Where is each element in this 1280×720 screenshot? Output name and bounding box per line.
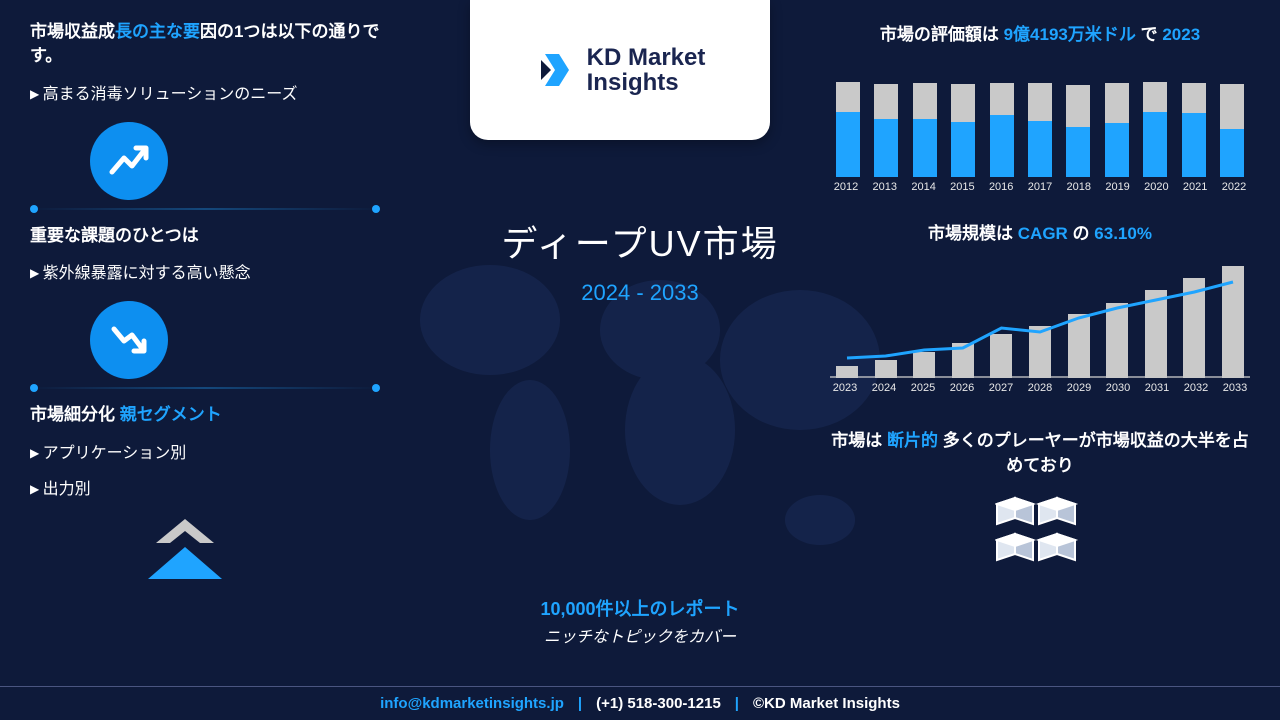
bar: [952, 343, 974, 378]
bar: [1143, 82, 1167, 177]
c4: 63.10%: [1094, 224, 1152, 243]
growth-factor-title: 市場収益成長の主な要因の1つは以下の通りです。: [30, 20, 400, 68]
x-label: 2032: [1183, 382, 1209, 394]
cagr-title: 市場規模は CAGR の 63.10%: [830, 219, 1250, 244]
segmentation-section: 市場細分化 親セグメント アプリケーション別 出力別: [30, 403, 400, 598]
bar: [1222, 266, 1244, 378]
fragmentation-block: 市場は 断片的 多くのプレーヤーが市場収益の大半を占めており: [830, 426, 1250, 575]
bar: [874, 84, 898, 177]
bar: [913, 352, 935, 378]
x-label: 2023: [832, 382, 858, 394]
cubes-icon: [995, 490, 1085, 575]
bar: [1106, 303, 1128, 378]
divider: [30, 387, 380, 389]
logo-icon: [535, 48, 579, 92]
reports-count: 10,000件以上のレポート: [440, 595, 840, 621]
logo-line2: Insights: [587, 70, 706, 95]
bar: [1182, 83, 1206, 177]
growth-factor-section: 市場収益成長の主な要因の1つは以下の通りです。 高まる消毒ソリューションのニーズ: [30, 20, 400, 210]
x-label: 2012: [832, 181, 860, 193]
x-label: 2021: [1181, 181, 1209, 193]
footer-phone: (+1) 518-300-1215: [596, 695, 721, 712]
seg-bullet-1: アプリケーション別: [30, 439, 400, 463]
footer-email: info@kdmarketinsights.jp: [380, 695, 564, 712]
x-label: 2031: [1144, 382, 1170, 394]
fragmentation-title: 市場は 断片的 多くのプレーヤーが市場収益の大半を占めており: [830, 426, 1250, 476]
x-label: 2014: [910, 181, 938, 193]
c1: 市場規模は: [928, 224, 1018, 243]
logo-card: KD Market Insights: [470, 0, 770, 140]
segmentation-title: 市場細分化 親セグメント: [30, 403, 400, 427]
c3: の: [1073, 224, 1095, 243]
x-label: 2027: [988, 382, 1014, 394]
bar: [1068, 314, 1090, 378]
seg-bullet-2: 出力別: [30, 475, 400, 499]
x-label: 2025: [910, 382, 936, 394]
bar: [1105, 83, 1129, 177]
x-label: 2015: [948, 181, 976, 193]
challenge-section: 重要な課題のひとつは 紫外線暴露に対する高い懸念: [30, 224, 400, 390]
reports-block: 10,000件以上のレポート ニッチなトピックをカバー: [440, 595, 840, 647]
bar: [1066, 85, 1090, 177]
challenge-bullet: 紫外線暴露に対する高い懸念: [30, 259, 400, 283]
trend-up-icon: [90, 122, 168, 200]
x-label: 2026: [949, 382, 975, 394]
left-column: 市場収益成長の主な要因の1つは以下の通りです。 高まる消毒ソリューションのニーズ…: [30, 20, 400, 608]
c2: CAGR: [1018, 224, 1073, 243]
x-label: 2033: [1222, 382, 1248, 394]
v4: 2023: [1162, 25, 1200, 44]
x-label: 2013: [871, 181, 899, 193]
x-label: 2020: [1142, 181, 1170, 193]
year-range: 2024 - 2033: [440, 280, 840, 306]
v2: 9億4193万米ドル: [1004, 25, 1136, 44]
t2: 長の主な要: [115, 22, 200, 41]
bar: [1183, 278, 1205, 378]
f1: 市場は: [831, 431, 887, 450]
bar: [1220, 84, 1244, 177]
bar: [1028, 83, 1052, 177]
bar: [913, 83, 937, 177]
x-label: 2019: [1104, 181, 1132, 193]
f3: 多くのプレーヤーが市場収益の大半を占めており: [943, 431, 1249, 475]
s1: 市場細分化: [30, 405, 120, 424]
challenge-title: 重要な課題のひとつは: [30, 224, 400, 248]
page-title: ディープUV市場: [440, 215, 840, 267]
divider: [30, 208, 380, 210]
v1: 市場の評価額は: [880, 25, 1004, 44]
reports-sub: ニッチなトピックをカバー: [440, 623, 840, 647]
x-label: 2030: [1105, 382, 1131, 394]
x-label: 2022: [1220, 181, 1248, 193]
f2: 断片的: [887, 431, 943, 450]
right-column: 市場の評価額は 9億4193万米ドル で 2023 20122013201420…: [830, 20, 1250, 575]
x-label: 2017: [1026, 181, 1054, 193]
t1: 市場収益成: [30, 22, 115, 41]
footer-copyright: ©KD Market Insights: [753, 695, 900, 712]
x-label: 2024: [871, 382, 897, 394]
segmentation-icon: [140, 513, 400, 598]
valuation-bar-chart: 2012 2013 2014 2015 2016 2017 2018 2019 2020 2021…: [830, 59, 1250, 193]
bar: [990, 83, 1014, 177]
bar: [990, 334, 1012, 378]
bar: [951, 84, 975, 177]
bar: [836, 82, 860, 177]
v3: で: [1141, 25, 1163, 44]
bar: [1145, 290, 1167, 378]
logo-line1: KD Market: [587, 45, 706, 70]
footer: info@kdmarketinsights.jp | (+1) 518-300-…: [0, 686, 1280, 720]
x-label: 2016: [987, 181, 1015, 193]
logo-text: KD Market Insights: [587, 45, 706, 95]
x-label: 2028: [1027, 382, 1053, 394]
s2: 親セグメント: [120, 405, 222, 424]
x-label: 2029: [1066, 382, 1092, 394]
trend-down-icon: [90, 301, 168, 379]
growth-factor-bullet: 高まる消毒ソリューションのニーズ: [30, 80, 400, 104]
valuation-title: 市場の評価額は 9億4193万米ドル で 2023: [830, 20, 1250, 45]
bar: [1029, 326, 1051, 378]
cagr-chart: 2023 2024 2025 2026 2027 2028 2029 2030 2031 2032…: [830, 258, 1250, 398]
x-label: 2018: [1065, 181, 1093, 193]
